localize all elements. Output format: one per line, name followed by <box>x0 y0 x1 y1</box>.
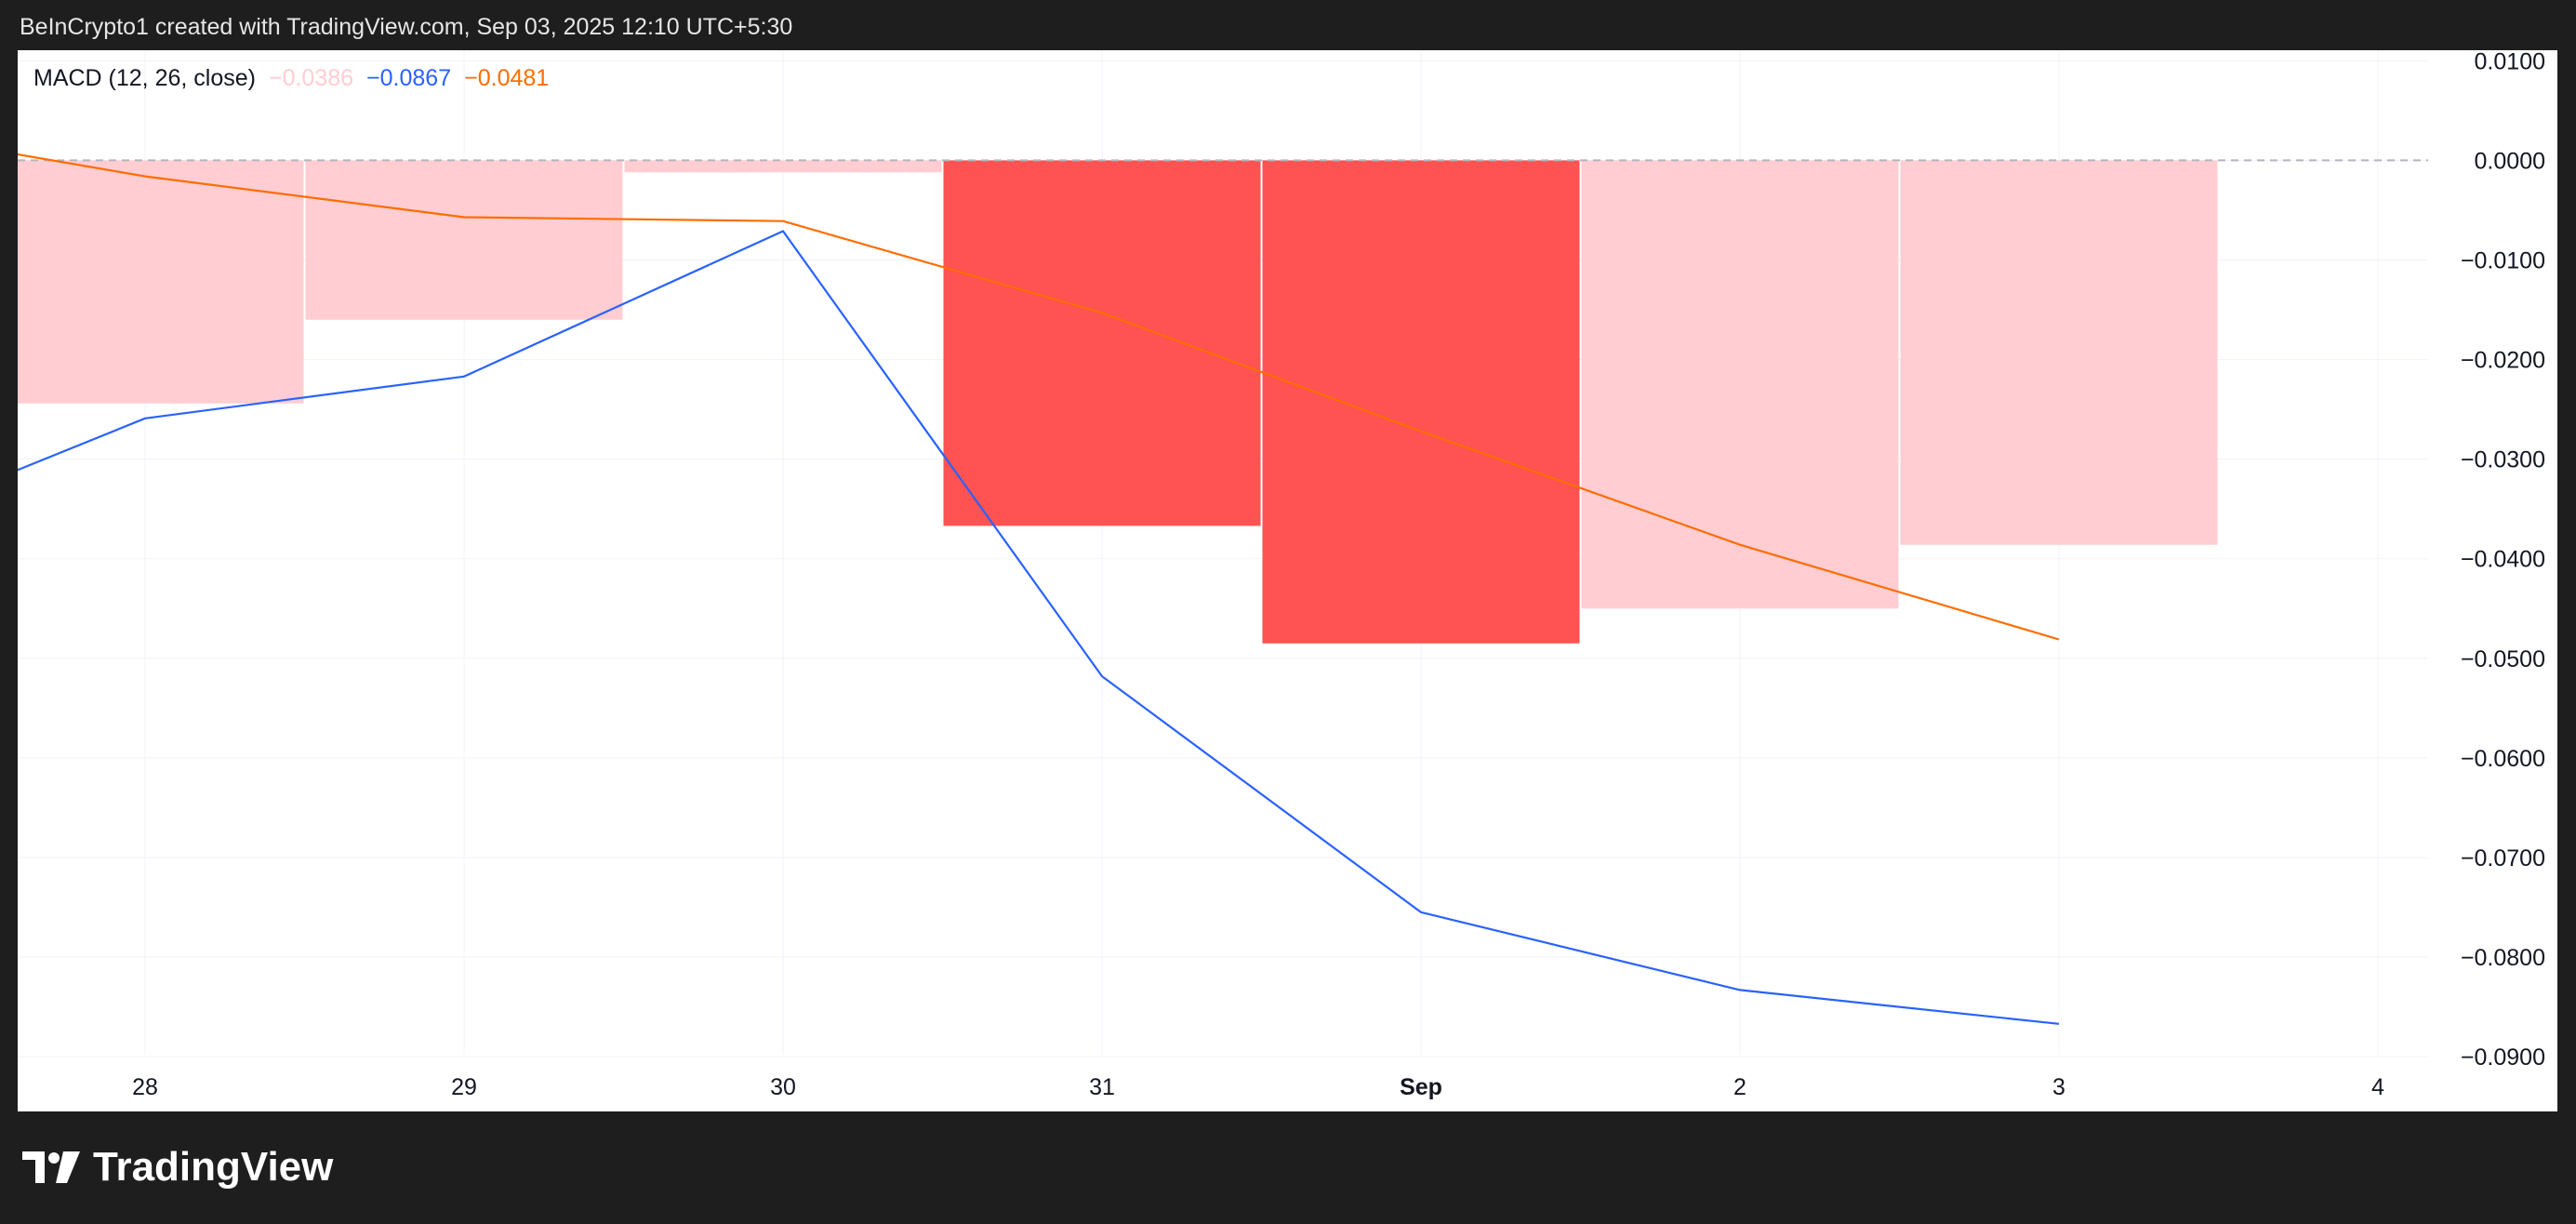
y-tick-label: −0.0200 <box>2461 348 2545 374</box>
x-tick-label: 28 <box>132 1074 158 1100</box>
x-tick-label: 29 <box>451 1074 477 1100</box>
histogram-bar <box>1900 160 2218 545</box>
histogram-bar <box>624 160 942 173</box>
y-tick-label: −0.0300 <box>2461 447 2545 473</box>
y-tick-label: −0.0600 <box>2461 746 2545 772</box>
legend-indicator-name: MACD (12, 26, close) <box>33 65 256 91</box>
legend-signal-value: −0.0481 <box>464 65 550 91</box>
x-tick-label: 30 <box>770 1074 796 1100</box>
tradingview-logo-icon <box>22 1151 80 1183</box>
histogram-bar <box>943 160 1261 526</box>
tradingview-logo[interactable]: TradingView <box>22 1141 333 1193</box>
macd-chart[interactable]: 0.0100 0.0000 −0.0100 −0.0200 −0.0300 −0.0400… <box>18 50 2557 1111</box>
y-tick-label: −0.0500 <box>2461 646 2545 672</box>
y-tick-label: 0.0000 <box>2475 148 2545 174</box>
y-tick-label: −0.0700 <box>2461 845 2545 871</box>
bottom-bar: TradingView <box>0 1111 2576 1224</box>
y-tick-label: 0.0100 <box>2475 50 2545 74</box>
x-tick-label: 3 <box>2052 1074 2065 1100</box>
histogram-bar <box>305 160 623 320</box>
x-tick-label: 2 <box>1733 1074 1746 1100</box>
macd-line <box>18 230 2060 1025</box>
y-tick-label: −0.0800 <box>2461 945 2545 971</box>
tradingview-wordmark: TradingView <box>93 1144 334 1190</box>
y-tick-label: −0.0100 <box>2461 248 2545 274</box>
chart-panel[interactable]: 0.0100 0.0000 −0.0100 −0.0200 −0.0300 −0.0400… <box>18 50 2557 1111</box>
x-tick-label: 31 <box>1089 1074 1115 1100</box>
x-tick-label: 4 <box>2371 1074 2384 1100</box>
y-tick-label: −0.0400 <box>2461 547 2545 573</box>
legend-histogram-value: −0.0386 <box>268 65 354 91</box>
histogram-bar <box>1581 160 1899 609</box>
indicator-legend[interactable]: MACD (12, 26, close) −0.0386 −0.0867 −0.… <box>33 64 549 92</box>
x-tick-label: Sep <box>1400 1074 1442 1100</box>
legend-macd-value: −0.0867 <box>366 65 452 91</box>
signal-line <box>18 153 2060 641</box>
histogram-bar <box>18 160 304 404</box>
y-tick-label: −0.0900 <box>2461 1044 2545 1071</box>
histogram-bar <box>1262 160 1580 644</box>
chart-caption: BeInCrypto1 created with TradingView.com… <box>20 14 793 40</box>
top-bar: BeInCrypto1 created with TradingView.com… <box>0 0 2576 50</box>
